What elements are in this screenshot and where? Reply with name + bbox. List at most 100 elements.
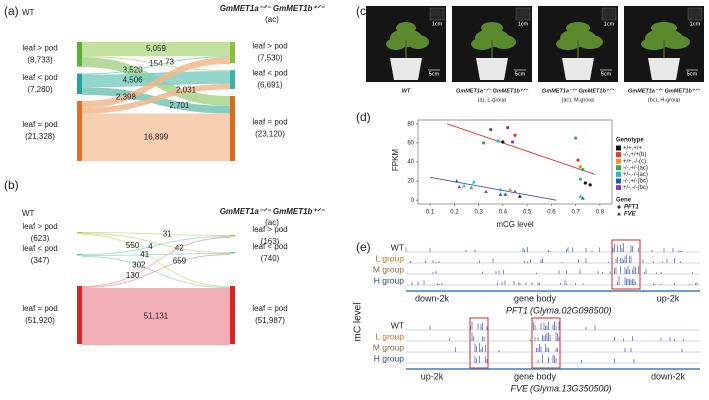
leaf — [662, 35, 690, 49]
point — [588, 183, 592, 187]
x-axis-label: mCG level — [496, 220, 534, 229]
point — [498, 192, 503, 196]
legend-label: FVE — [624, 212, 637, 218]
gene-name: PFT1 — [506, 305, 528, 315]
point — [506, 126, 510, 130]
node-name: leaf < pod — [252, 69, 287, 78]
y-tick-label: 80 — [407, 121, 414, 127]
node-count: (51,920) — [25, 316, 55, 325]
node-count: (7,530) — [257, 54, 283, 63]
scale-label: 1cm — [518, 21, 529, 27]
x-tick-label: 0.4 — [499, 210, 508, 216]
node-count: (23,120) — [255, 130, 285, 139]
pot — [562, 58, 594, 80]
y-axis-label: FPKM — [391, 149, 400, 172]
y-tick-label: 0 — [411, 198, 415, 204]
flow-label: 550 — [126, 241, 140, 250]
flow — [82, 232, 230, 236]
track-label: L group — [375, 331, 404, 341]
point — [489, 127, 493, 132]
track-label: WT — [391, 242, 404, 252]
node-name: leaf > pod — [22, 43, 57, 52]
point — [484, 189, 488, 193]
point — [510, 140, 515, 144]
point — [481, 141, 486, 145]
inset — [601, 7, 617, 21]
flow — [82, 42, 230, 57]
x-tick-label: 0.7 — [571, 210, 580, 216]
node-bar — [230, 70, 235, 89]
x-tick-label: 0.8 — [596, 210, 605, 216]
leaf — [386, 38, 406, 50]
point — [578, 194, 583, 198]
inset — [515, 7, 531, 21]
legend-swatch — [616, 171, 621, 177]
panel-label: (e) — [356, 240, 371, 254]
node-name: leaf = pod — [22, 120, 57, 129]
scale-label: 5cm — [515, 71, 526, 77]
node-count: (7,280) — [27, 85, 53, 94]
legend-swatch — [616, 178, 621, 184]
node-bar — [77, 101, 82, 161]
node-count: (6,691) — [257, 81, 283, 90]
legend-swatch — [616, 158, 621, 164]
highlight-box — [611, 239, 641, 290]
photo-caption: GmMET1a⁻ᐟ⁻ GmMET1b⁺ᐟ⁻ — [542, 87, 615, 94]
node-bar — [230, 42, 235, 64]
flow — [82, 57, 230, 108]
legend-label: -/-,+/+(b) — [623, 152, 646, 158]
node-name: leaf > pod — [252, 225, 287, 234]
fit-line — [446, 123, 596, 175]
flow — [82, 233, 230, 253]
flow-label: 73 — [165, 57, 174, 66]
node-name: leaf < pod — [22, 73, 57, 82]
leaf — [407, 35, 429, 49]
region-label: down-2k — [651, 371, 686, 381]
gene-id: (Glyma.02G098500) — [530, 305, 612, 315]
leaf — [471, 38, 493, 50]
photo-caption: GmMET1a⁻ᐟ⁻ GmMET1b⁺ᐟ⁻ — [456, 87, 529, 94]
photo-caption: (bc), H-group — [648, 97, 680, 103]
fit-line — [430, 176, 557, 201]
y-tick-label: 40 — [407, 160, 414, 166]
region-label: up-2k — [657, 293, 680, 303]
left-title: WT — [22, 8, 35, 17]
scale-label: 5cm — [687, 71, 698, 77]
flow — [82, 237, 230, 287]
pot — [390, 58, 422, 80]
flow-label: 2,398 — [116, 93, 137, 102]
x-tick-label: 0.5 — [523, 210, 532, 216]
scale-label: 5cm — [429, 71, 440, 77]
node-bar — [77, 286, 82, 344]
gene-id: (Glyma.13G350500) — [530, 383, 612, 393]
x-tick-label: 0.1 — [426, 210, 435, 216]
flow-label: 2,031 — [176, 86, 197, 95]
point — [513, 133, 517, 137]
track-label: M group — [373, 264, 404, 274]
leaf — [651, 22, 677, 34]
point — [457, 184, 462, 189]
leaf — [396, 22, 416, 34]
node-bar — [77, 232, 82, 234]
flow — [82, 234, 230, 287]
node-name: leaf = pod — [252, 304, 287, 313]
left-title: WT — [22, 209, 35, 218]
legend-swatch — [616, 185, 621, 191]
legend-label: +/+,+/+ — [623, 146, 643, 152]
inset — [429, 7, 445, 21]
node-count: (21,328) — [25, 132, 55, 141]
leaf — [641, 38, 667, 50]
flow-label: 51,131 — [144, 312, 169, 321]
point — [496, 139, 500, 143]
y-tick-label: 20 — [407, 179, 414, 185]
x-tick-label: 0.6 — [547, 210, 556, 216]
legend-title: Genotype — [616, 138, 644, 144]
point — [471, 180, 476, 184]
right-subtitle: (ac) — [265, 218, 279, 227]
right-title: GmMET1a⁻ᐟ⁻ GmMET1b⁺ᐟ⁻ — [220, 207, 325, 216]
track-label: WT — [391, 320, 404, 330]
panel-label: (a) — [4, 4, 19, 18]
point — [617, 205, 621, 209]
flow-label: 302 — [132, 260, 146, 269]
photo-caption: WT — [402, 88, 411, 94]
